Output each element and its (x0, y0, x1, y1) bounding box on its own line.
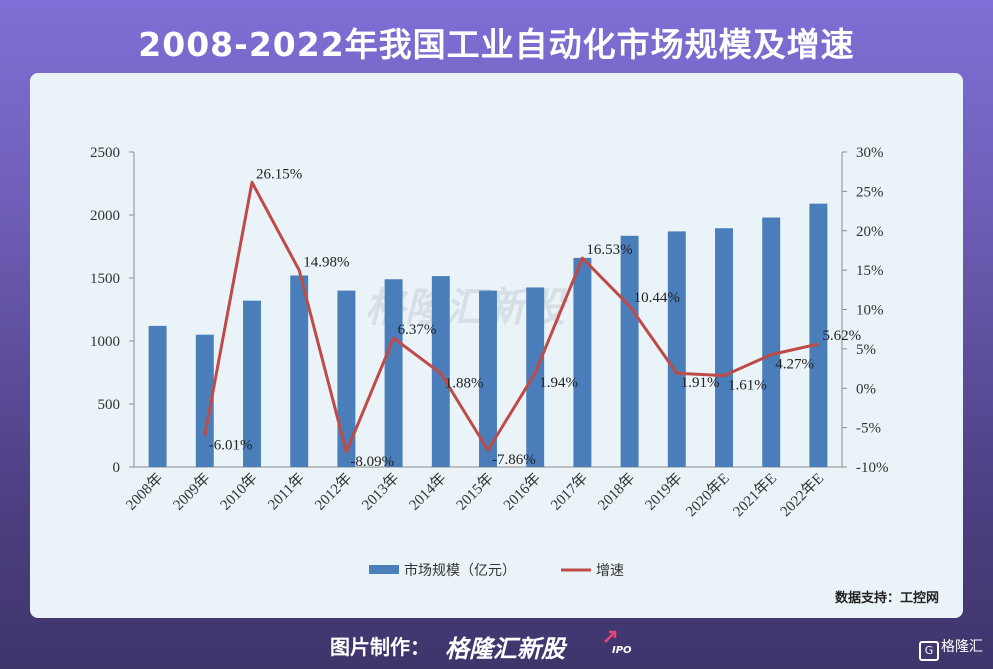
x-tick-label: 2010年 (217, 470, 261, 514)
chart-card: 格隆汇新股 0 500 1000 1500 2000 2500 -10% -5% 0% 5% 10%… (30, 73, 963, 618)
page-title: 2008-2022年我国工业自动化市场规模及增速 (138, 25, 855, 64)
bar (431, 276, 450, 467)
bar (148, 325, 167, 467)
right-tick-label: 25% (856, 184, 884, 200)
growth-data-label: 6.37% (398, 322, 437, 338)
growth-data-label: 5.62% (822, 328, 861, 344)
legend-bar-swatch (369, 565, 399, 574)
x-tick-label: 2008年 (123, 470, 167, 514)
source-note: 数据支持：工控网 (834, 591, 939, 606)
right-tick-label: 20% (856, 224, 884, 240)
bar (195, 334, 214, 467)
x-tick-label: 2011年 (265, 470, 308, 513)
x-tick-label: 2014年 (406, 470, 450, 514)
x-tick-label: 2016年 (500, 470, 544, 514)
bar (667, 231, 686, 467)
x-tick-label: 2020年E (683, 470, 733, 520)
left-tick-label: 2500 (90, 145, 120, 161)
legend-line-label: 增速 (596, 563, 624, 579)
left-tick-label: 2000 (90, 208, 120, 224)
bar (290, 275, 309, 467)
x-tick-label: 2021年E (730, 470, 780, 520)
growth-data-label: 1.91% (681, 375, 720, 391)
growth-data-label: 1.61% (728, 378, 767, 394)
bar (762, 217, 781, 467)
trend-arrow-icon (604, 630, 617, 643)
right-tick-label: 30% (856, 145, 884, 161)
right-tick-label: 0% (856, 381, 876, 397)
left-tick-label: 0 (113, 460, 121, 476)
footer-brand-suffix: IPO (612, 645, 632, 656)
bar (715, 228, 733, 467)
bar (526, 287, 545, 467)
growth-data-label: 14.98% (303, 254, 349, 270)
legend-bar-label: 市场规模（亿元） (404, 562, 516, 579)
right-tick-label: 10% (856, 303, 884, 319)
growth-data-label: -7.86% (492, 452, 536, 468)
growth-line (203, 180, 819, 454)
x-tick-label: 2017年 (547, 470, 591, 514)
bar (243, 300, 261, 467)
right-tick-label: -10% (856, 460, 889, 476)
bar (809, 203, 828, 467)
right-tick-label: 5% (856, 342, 876, 358)
growth-data-label: 1.94% (539, 375, 578, 391)
bar (620, 235, 639, 467)
growth-data-label: -6.01% (209, 438, 253, 454)
footer-brand-logo: 格隆汇新股 (445, 635, 565, 663)
growth-data-label: 26.15% (256, 166, 302, 182)
growth-data-label: 10.44% (634, 290, 680, 306)
x-tick-label: 2009年 (170, 470, 214, 514)
left-tick-label: 1500 (90, 271, 120, 287)
footer-label: 图片制作： (330, 635, 430, 659)
footer: 图片制作： 格隆汇新股 IPO G 格隆汇 (0, 628, 993, 664)
growth-data-label: 16.53% (586, 242, 632, 258)
x-tick-label: 2012年 (311, 470, 355, 514)
x-tick-label: 2013年 (359, 470, 403, 514)
left-tick-label: 1000 (90, 334, 120, 350)
x-tick-label: 2018年 (595, 470, 639, 514)
growth-data-label: -8.09% (350, 454, 394, 470)
chart-svg: 格隆汇新股 05001000150020002500-10%-5%0%5%10%… (90, 145, 889, 579)
right-tick-label: -5% (856, 421, 881, 437)
x-tick-label: 2015年 (453, 470, 497, 514)
corner-logo-text: 格隆汇 (941, 639, 983, 655)
x-tick-label: 2019年 (642, 470, 686, 514)
right-tick-label: 15% (856, 263, 884, 279)
bar (479, 290, 497, 467)
logo-icon: G (919, 641, 939, 661)
corner-logo: G 格隆汇 (919, 636, 983, 661)
growth-data-label: 4.27% (775, 357, 814, 373)
bar (337, 290, 356, 467)
x-tick-label: 2022年E (777, 470, 827, 520)
left-tick-label: 500 (98, 397, 121, 413)
bar (573, 257, 592, 467)
bar (384, 279, 403, 467)
growth-data-label: 1.88% (445, 375, 484, 391)
